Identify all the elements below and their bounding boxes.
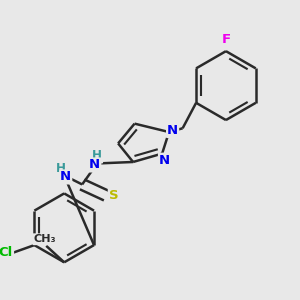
Text: N: N bbox=[167, 124, 178, 137]
Text: N: N bbox=[60, 170, 71, 184]
Text: Cl: Cl bbox=[0, 246, 13, 259]
Text: CH₃: CH₃ bbox=[34, 234, 56, 244]
Text: S: S bbox=[109, 189, 118, 202]
Text: H: H bbox=[92, 149, 102, 163]
Text: N: N bbox=[159, 154, 170, 167]
Text: N: N bbox=[89, 158, 100, 172]
Text: H: H bbox=[56, 162, 66, 176]
Text: F: F bbox=[221, 33, 230, 46]
